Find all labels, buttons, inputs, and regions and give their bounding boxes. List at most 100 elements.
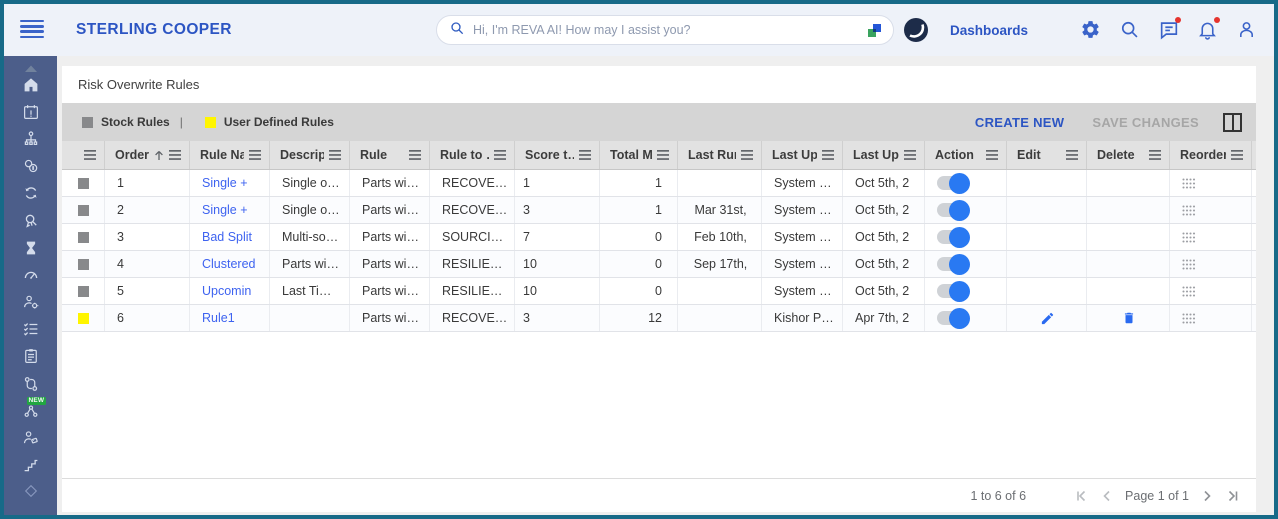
- sidebar-nav: NEW: [4, 56, 57, 515]
- cell-description: Multi-so…: [270, 224, 350, 250]
- column-header-rule_name[interactable]: Rule Na…: [190, 141, 270, 169]
- column-header-updated_by[interactable]: Last Up…: [762, 141, 843, 169]
- main-content: Risk Overwrite Rules Stock Rules | User …: [57, 56, 1274, 515]
- sidebar-item-stairs[interactable]: [22, 456, 40, 474]
- cell-order: 4: [105, 251, 190, 277]
- sidebar-scroll-up-icon[interactable]: [23, 60, 39, 72]
- column-header-last_run[interactable]: Last Run: [678, 141, 762, 169]
- sidebar-item-calendar[interactable]: [22, 103, 40, 121]
- settings-gear-icon[interactable]: [1080, 19, 1102, 41]
- column-header-action[interactable]: Action: [925, 141, 1007, 169]
- column-menu-icon[interactable]: [84, 150, 96, 160]
- column-menu-icon[interactable]: [249, 150, 261, 160]
- column-menu-icon[interactable]: [409, 150, 421, 160]
- global-search-icon[interactable]: [1119, 19, 1141, 41]
- cell-reorder[interactable]: [1170, 305, 1252, 331]
- cell-rule_to: RESILIE…: [430, 278, 515, 304]
- column-menu-icon[interactable]: [329, 150, 341, 160]
- cell-indicator: [62, 251, 105, 277]
- notifications-bell-icon[interactable]: [1197, 17, 1220, 41]
- cell-order: 1: [105, 170, 190, 196]
- column-header-delete[interactable]: Delete: [1087, 141, 1170, 169]
- action-toggle[interactable]: [937, 172, 970, 194]
- sidebar-item-clipboard[interactable]: [22, 347, 40, 365]
- cell-rule_name[interactable]: Bad Split: [190, 224, 270, 250]
- sidebar-item-home[interactable]: [22, 76, 40, 94]
- sidebar-collapse-icon[interactable]: [22, 483, 40, 501]
- column-menu-icon[interactable]: [1066, 150, 1078, 160]
- sidebar-item-user-settings[interactable]: [22, 293, 40, 311]
- table-toolbar: Stock Rules | User Defined Rules CREATE …: [62, 103, 1256, 141]
- column-header-rule[interactable]: Rule: [350, 141, 430, 169]
- column-menu-icon[interactable]: [579, 150, 591, 160]
- column-header-updated_on[interactable]: Last Up…: [843, 141, 925, 169]
- first-page-icon[interactable]: [1074, 490, 1088, 502]
- column-header-indicator[interactable]: [62, 141, 105, 169]
- dashboards-link[interactable]: Dashboards: [950, 23, 1029, 38]
- column-menu-icon[interactable]: [741, 150, 753, 160]
- column-header-reorder[interactable]: Reorder: [1170, 141, 1252, 169]
- prev-page-icon[interactable]: [1102, 490, 1111, 502]
- column-menu-icon[interactable]: [657, 150, 669, 160]
- column-menu-icon[interactable]: [1149, 150, 1161, 160]
- stock-rule-indicator: [77, 285, 89, 297]
- column-menu-icon[interactable]: [169, 150, 181, 160]
- sidebar-item-org-transfer[interactable]: [22, 375, 40, 393]
- last-page-icon[interactable]: [1226, 490, 1240, 502]
- cell-reorder[interactable]: [1170, 197, 1252, 223]
- cell-action: [925, 251, 1007, 277]
- column-header-rule_to[interactable]: Rule to …: [430, 141, 515, 169]
- cell-rule_name[interactable]: Rule1: [190, 305, 270, 331]
- assistant-search-input[interactable]: [473, 23, 868, 37]
- theme-avatar-icon[interactable]: [903, 17, 929, 43]
- sidebar-item-search-award[interactable]: [22, 212, 40, 230]
- cell-rule: Parts wi…: [350, 278, 430, 304]
- sidebar-item-checklist[interactable]: [22, 320, 40, 338]
- grid-header-row: Order Rule Na… Descrip… Rule Rule to … Score …: [62, 141, 1256, 170]
- cell-reorder[interactable]: [1170, 278, 1252, 304]
- sidebar-item-user-tag[interactable]: [22, 429, 40, 447]
- profile-icon[interactable]: [1236, 19, 1258, 41]
- cell-edit[interactable]: [1007, 305, 1087, 331]
- cell-rule_to: SOURCI…: [430, 224, 515, 250]
- cell-rule_name[interactable]: Upcomin: [190, 278, 270, 304]
- column-menu-icon[interactable]: [494, 150, 506, 160]
- column-layout-icon[interactable]: [1223, 112, 1242, 132]
- column-menu-icon[interactable]: [1231, 150, 1243, 160]
- cell-reorder[interactable]: [1170, 224, 1252, 250]
- sidebar-item-sync[interactable]: [22, 184, 40, 202]
- save-changes-button[interactable]: SAVE CHANGES: [1092, 114, 1199, 130]
- column-menu-icon[interactable]: [822, 150, 834, 160]
- action-toggle[interactable]: [937, 199, 970, 221]
- messages-icon[interactable]: [1158, 17, 1181, 41]
- action-toggle[interactable]: [937, 226, 970, 248]
- create-new-button[interactable]: CREATE NEW: [974, 114, 1065, 130]
- menu-icon[interactable]: [20, 20, 44, 41]
- top-navbar: STERLING COOPER Dashboards: [4, 4, 1274, 56]
- sidebar-item-approval-flow[interactable]: [22, 130, 40, 148]
- column-header-total[interactable]: Total M…: [600, 141, 678, 169]
- assistant-search[interactable]: [436, 15, 894, 45]
- drag-handle-icon: [1182, 231, 1196, 243]
- column-header-description[interactable]: Descrip…: [270, 141, 350, 169]
- cell-rule_name[interactable]: Single +: [190, 170, 270, 196]
- next-page-icon[interactable]: [1203, 490, 1212, 502]
- column-header-order[interactable]: Order: [105, 141, 190, 169]
- cell-reorder[interactable]: [1170, 251, 1252, 277]
- cell-order: 2: [105, 197, 190, 223]
- cell-reorder[interactable]: [1170, 170, 1252, 196]
- sidebar-item-flowchart[interactable]: NEW: [22, 396, 47, 420]
- sidebar-item-cash[interactable]: [22, 157, 40, 175]
- column-header-edit[interactable]: Edit: [1007, 141, 1087, 169]
- action-toggle[interactable]: [937, 307, 970, 329]
- cell-delete[interactable]: [1087, 305, 1170, 331]
- column-header-score[interactable]: Score t…: [515, 141, 600, 169]
- sidebar-item-gauge[interactable]: [22, 266, 40, 284]
- column-menu-icon[interactable]: [904, 150, 916, 160]
- sidebar-item-hourglass[interactable]: [22, 239, 40, 257]
- cell-rule_name[interactable]: Clustered: [190, 251, 270, 277]
- action-toggle[interactable]: [937, 253, 970, 275]
- action-toggle[interactable]: [937, 280, 970, 302]
- column-menu-icon[interactable]: [986, 150, 998, 160]
- cell-rule_name[interactable]: Single +: [190, 197, 270, 223]
